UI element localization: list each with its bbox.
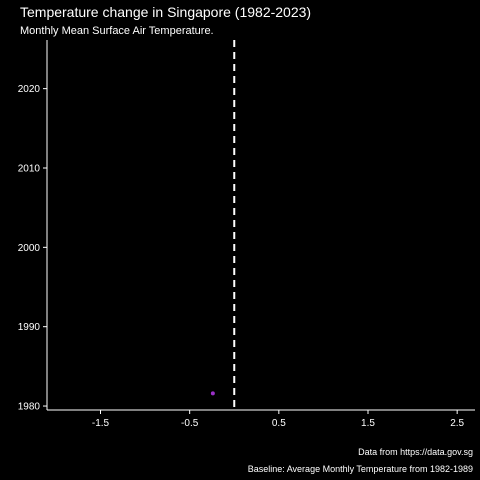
chart-title: Temperature change in Singapore (1982-20…: [20, 4, 312, 20]
x-tick-label: 2.5: [450, 418, 464, 429]
y-tick-label: 2000: [18, 243, 41, 254]
data-point: [210, 391, 215, 396]
x-tick-label: -1.5: [92, 418, 110, 429]
caption-source: Data from https://data.gov.sg: [358, 447, 473, 457]
x-tick-label: -0.5: [181, 418, 199, 429]
y-tick-label: 2020: [18, 84, 41, 95]
y-axis: 1980 1990 2000 2010 2020: [18, 40, 48, 413]
y-tick-label: 2010: [18, 163, 41, 174]
x-axis: -1.5 -0.5 0.5 1.5 2.5: [47, 409, 475, 429]
x-tick-label: 0.5: [272, 418, 286, 429]
y-tick-label: 1990: [18, 322, 41, 333]
points-layer: [210, 391, 215, 396]
y-tick-label: 1980: [18, 402, 41, 413]
chart-subtitle: Monthly Mean Surface Air Temperature.: [20, 25, 214, 37]
x-tick-label: 1.5: [361, 418, 375, 429]
caption-baseline: Baseline: Average Monthly Temperature fr…: [247, 464, 473, 474]
